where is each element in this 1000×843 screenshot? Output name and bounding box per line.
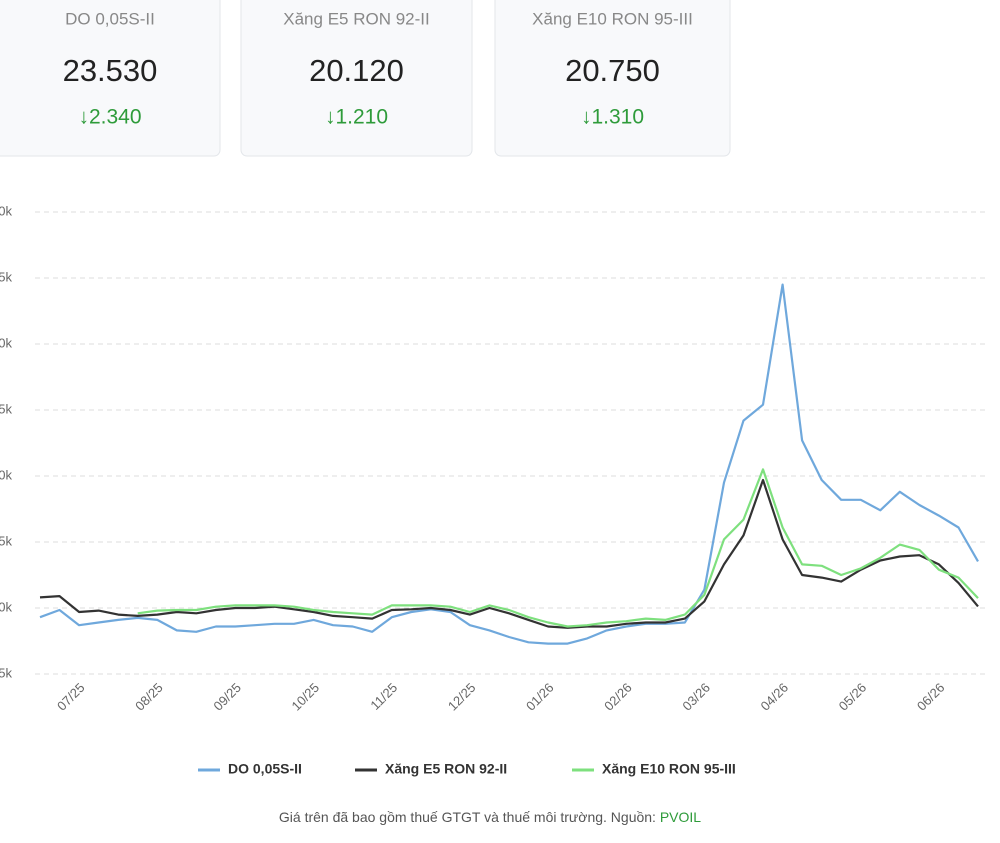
x-tick-label: 12/25 xyxy=(445,680,479,714)
legend-label: Xăng E10 RON 95-III xyxy=(602,761,736,777)
footnote: Giá trên đã bao gồm thuế GTGT và thuế mô… xyxy=(279,809,701,825)
x-tick-label: 06/26 xyxy=(914,680,948,714)
y-tick-label: 25k xyxy=(0,533,12,548)
y-tick-label: 45k xyxy=(0,269,12,284)
card-price: 23.530 xyxy=(63,53,158,88)
card-label: Xăng E10 RON 95-III xyxy=(532,9,693,28)
y-tick-label: 35k xyxy=(0,401,12,416)
card xyxy=(0,0,221,157)
y-tick-label: 30k xyxy=(0,467,12,482)
x-tick-label: 04/26 xyxy=(758,680,792,714)
y-tick-label: 20k xyxy=(0,599,12,614)
x-tick-label: 02/26 xyxy=(601,680,635,714)
card-change: ↓1.310 xyxy=(581,106,644,129)
card-label: Xăng E5 RON 92-II xyxy=(283,9,429,28)
y-tick-label: 40k xyxy=(0,335,12,350)
card-price: 20.120 xyxy=(309,53,404,88)
footnote-text: Giá trên đã bao gồm thuế GTGT và thuế mô… xyxy=(279,809,660,825)
line-series xyxy=(39,478,979,629)
card-change: ↓2.340 xyxy=(78,106,141,129)
legend-label: Xăng E5 RON 92-II xyxy=(385,761,507,777)
x-tick-label: 09/25 xyxy=(210,680,244,714)
x-tick-label: 11/25 xyxy=(367,680,400,713)
line-series xyxy=(39,283,979,645)
x-tick-label: 03/26 xyxy=(679,680,713,714)
x-tick-label: 07/25 xyxy=(54,680,88,714)
card-price: 20.750 xyxy=(565,53,660,88)
y-tick-label: 50k xyxy=(0,203,12,218)
card xyxy=(494,0,731,157)
card-label: DO 0,05S-II xyxy=(65,9,155,28)
y-tick-label: 15k xyxy=(0,665,12,680)
footnote-source[interactable]: PVOIL xyxy=(660,809,701,825)
card-change: ↓1.210 xyxy=(325,106,388,129)
x-tick-label: 01/26 xyxy=(523,680,557,714)
legend-label: DO 0,05S-II xyxy=(228,761,302,777)
x-tick-label: 10/25 xyxy=(289,680,323,714)
line-series xyxy=(137,468,979,628)
x-tick-label: 08/25 xyxy=(132,680,166,714)
card xyxy=(240,0,473,157)
x-tick-label: 05/26 xyxy=(836,680,870,714)
